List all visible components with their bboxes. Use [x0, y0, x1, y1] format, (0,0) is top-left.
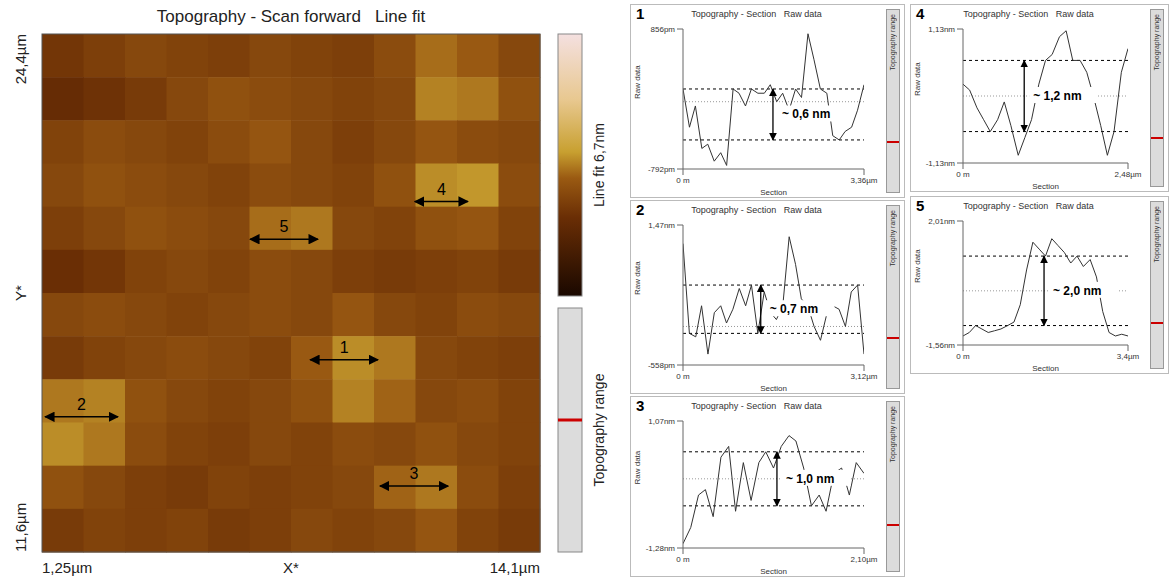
html-text:Topography - Section Raw data: Topography - Section Raw data: [691, 401, 822, 411]
svg-text:Section: Section: [1032, 182, 1059, 191]
html-text:5: 5: [916, 197, 925, 214]
svg-text:-1,28nm: -1,28nm: [646, 544, 676, 553]
svg-text:3: 3: [410, 465, 419, 482]
html-text:Topography - Section Raw data: Topography - Section Raw data: [691, 9, 822, 19]
svg-text:856pm: 856pm: [651, 25, 676, 34]
svg-text:Raw data: Raw data: [633, 65, 642, 99]
html-text:Topography range: Topography range: [1153, 14, 1160, 71]
svg-text:Raw data: Raw data: [633, 450, 642, 484]
svg-text:1,13nm: 1,13nm: [928, 25, 955, 34]
svg-text:0 m: 0 m: [676, 555, 690, 564]
svg-text:11,6µm: 11,6µm: [12, 503, 29, 552]
svg-text:~ 0,6 nm: ~ 0,6 nm: [782, 107, 830, 121]
svg-text:~ 1,0 nm: ~ 1,0 nm: [786, 472, 834, 486]
svg-text:14,1µm: 14,1µm: [490, 559, 540, 576]
html-text:Topography range: Topography range: [889, 14, 896, 71]
svg-text:Raw data: Raw data: [633, 261, 642, 295]
html-text:Topography range: Topography range: [889, 210, 896, 267]
svg-text:Y*: Y*: [12, 285, 29, 301]
svg-text:Topography range: Topography range: [591, 373, 607, 486]
html-text:4: 4: [916, 5, 925, 22]
html-text:Topography range: Topography range: [889, 406, 896, 463]
svg-text:-1,13nm: -1,13nm: [926, 159, 956, 168]
svg-text:0 m: 0 m: [676, 372, 690, 381]
svg-text:-558pm: -558pm: [648, 361, 675, 370]
svg-text:Line fit 6,7nm: Line fit 6,7nm: [591, 123, 607, 207]
html-text:2: 2: [636, 201, 645, 218]
svg-text:-792pm: -792pm: [648, 165, 675, 174]
svg-text:~ 2,0 nm: ~ 2,0 nm: [1053, 284, 1101, 298]
svg-text:2: 2: [77, 396, 86, 413]
svg-text:5: 5: [280, 218, 289, 235]
svg-text:2,01nm: 2,01nm: [928, 217, 955, 226]
svg-text:24,4µm: 24,4µm: [12, 34, 29, 84]
html-text:3: 3: [636, 397, 645, 414]
html-text:Topography - Section Raw data: Topography - Section Raw data: [691, 205, 822, 215]
html-text:1: 1: [636, 5, 645, 22]
svg-text:~ 1,2 nm: ~ 1,2 nm: [1033, 89, 1081, 103]
svg-text:Section: Section: [760, 384, 787, 393]
svg-text:0 m: 0 m: [956, 170, 970, 179]
html-text:Topography range: Topography range: [1153, 206, 1160, 263]
svg-text:1,07nm: 1,07nm: [648, 417, 675, 426]
svg-text:X*: X*: [283, 559, 299, 576]
svg-text:Section: Section: [760, 188, 787, 197]
svg-text:1,25µm: 1,25µm: [42, 559, 92, 576]
html-text:Topography - Section Raw data: Topography - Section Raw data: [963, 9, 1094, 19]
svg-text:1,47nm: 1,47nm: [648, 221, 675, 230]
svg-text:Section: Section: [760, 567, 787, 576]
svg-text:0 m: 0 m: [956, 352, 970, 361]
svg-text:2,10µm: 2,10µm: [851, 555, 878, 564]
svg-text:2,48µm: 2,48µm: [1115, 170, 1142, 179]
svg-text:3,36µm: 3,36µm: [851, 176, 878, 185]
svg-text:Raw data: Raw data: [913, 62, 922, 96]
svg-text:3,12µm: 3,12µm: [851, 372, 878, 381]
svg-text:Topography - Scan forward Li: Topography - Scan forward Line fit: [157, 7, 426, 26]
svg-text:-1,56nm: -1,56nm: [926, 341, 956, 350]
svg-text:Raw data: Raw data: [913, 249, 922, 283]
svg-text:0 m: 0 m: [676, 176, 690, 185]
html-text:Topography - Section Raw data: Topography - Section Raw data: [963, 201, 1094, 211]
svg-text:Section: Section: [1032, 364, 1059, 373]
svg-text:3,4µm: 3,4µm: [1117, 352, 1140, 361]
svg-text:~ 0,7 nm: ~ 0,7 nm: [770, 302, 818, 316]
svg-text:4: 4: [437, 181, 446, 198]
svg-text:1: 1: [340, 339, 349, 356]
